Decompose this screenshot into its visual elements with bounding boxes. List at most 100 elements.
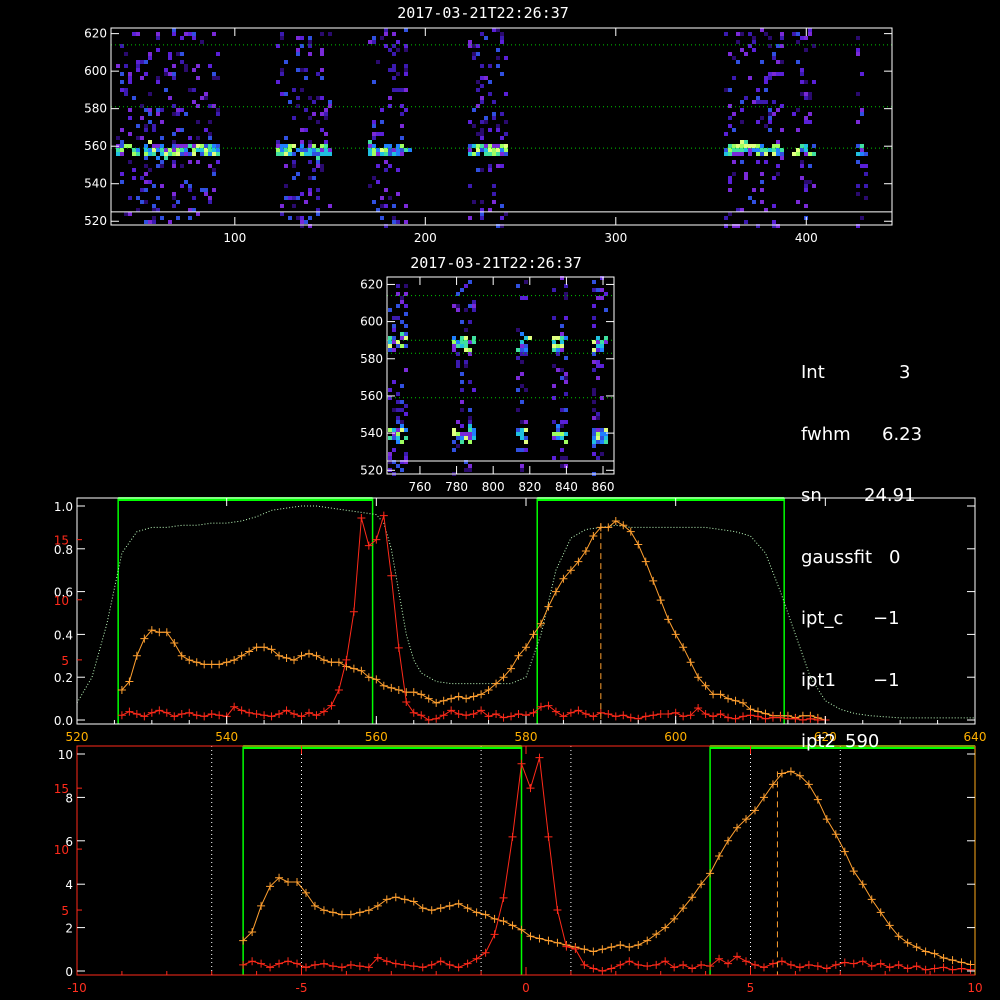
heatmap-cell <box>400 424 404 428</box>
orange-series-point <box>656 596 665 605</box>
heatmap-cell <box>560 376 564 380</box>
red-series-point <box>656 709 665 718</box>
heatmap-cell <box>404 332 408 336</box>
info-value: 6.23 <box>882 423 923 445</box>
heatmap-cell <box>472 388 476 392</box>
heatmap-cell <box>772 148 776 152</box>
heatmap-cell <box>752 40 756 44</box>
info-key: ipt_c <box>801 608 844 629</box>
heatmap-cell <box>772 176 776 180</box>
orange-series-point <box>337 910 346 919</box>
heatmap-cell <box>164 148 168 152</box>
heatmap-cell <box>140 60 144 64</box>
heatmap-cell <box>396 48 400 52</box>
heatmap-cell <box>596 412 600 416</box>
heatmap-cell <box>744 144 748 148</box>
heatmap-cell <box>592 428 596 432</box>
heatmap-cell <box>404 312 408 316</box>
heatmap-cell <box>556 348 560 352</box>
heatmap-cell <box>764 88 768 92</box>
heatmap-cell <box>144 144 148 148</box>
heatmap-cell <box>192 148 196 152</box>
heatmap-cell <box>176 216 180 220</box>
heatmap-cell <box>864 196 868 200</box>
heatmap-cell <box>736 152 740 156</box>
orange-series-line <box>121 520 826 721</box>
heatmap-cell <box>120 140 124 144</box>
heatmap-cell <box>196 64 200 68</box>
heatmap-cell <box>792 152 796 156</box>
heatmap-cell <box>864 172 868 176</box>
heatmap-cell <box>128 144 132 148</box>
red-series-point <box>661 957 670 966</box>
heatmap-cell <box>128 80 132 84</box>
heatmap-cell <box>196 104 200 108</box>
heatmap-cell <box>396 192 400 196</box>
red-series-point <box>267 712 276 721</box>
heatmap-cell <box>284 92 288 96</box>
heatmap-cell <box>764 208 768 212</box>
heatmap-cell <box>404 204 408 208</box>
heatmap-cell <box>400 112 404 116</box>
heatmap-cell <box>776 152 780 156</box>
heatmap-cell <box>592 452 596 456</box>
red-series-point <box>379 511 388 520</box>
x-tick-label: 780 <box>445 480 468 494</box>
heatmap-cell <box>484 36 488 40</box>
orange-series-point <box>472 908 481 917</box>
heatmap-cell <box>380 204 384 208</box>
x-tick-label: -5 <box>296 981 308 995</box>
heatmap-cell <box>772 204 776 208</box>
orange-series-point <box>912 943 921 952</box>
heatmap-cell <box>216 112 220 116</box>
heatmap-cell <box>740 208 744 212</box>
heatmap-cell <box>400 300 404 304</box>
heatmap-cell <box>212 104 216 108</box>
heatmap-cell <box>204 128 208 132</box>
heatmap-cell <box>812 44 816 48</box>
red-series-point <box>454 709 463 718</box>
heatmap-cell <box>472 200 476 204</box>
red-series-point <box>616 960 625 969</box>
heatmap-cell <box>476 44 480 48</box>
x-tick-label: 620 <box>814 730 837 744</box>
heatmap-cell <box>392 216 396 220</box>
info-value: −1 <box>873 669 900 691</box>
heatmap-cell <box>488 128 492 132</box>
heatmap-cell <box>520 464 524 468</box>
heatmap-cell <box>124 88 128 92</box>
orange-series-point <box>634 940 643 949</box>
red-series-point <box>140 712 149 721</box>
orange-series-point <box>463 904 472 913</box>
fit-info-panel: Int 3 fwhm 6.23 sn 24.91 gaussfit 0 ipt_c −1 … <box>801 322 922 773</box>
heatmap-cell <box>320 48 324 52</box>
heatmap-cell <box>372 132 376 136</box>
heatmap-cell <box>388 164 392 168</box>
heatmap-cell <box>732 112 736 116</box>
heatmap-cell <box>800 72 804 76</box>
red-series-point <box>536 702 545 711</box>
heatmap-cell <box>476 104 480 108</box>
heatmap-cell <box>396 316 400 320</box>
heatmap-middle-cells <box>388 276 608 476</box>
heatmap-cell <box>768 108 772 112</box>
heatmap-cell <box>460 340 464 344</box>
heatmap-cell <box>288 148 292 152</box>
red-series-point <box>619 711 628 720</box>
heatmap-cell <box>748 196 752 200</box>
orange-series-point <box>544 936 553 945</box>
heatmap-cell <box>148 56 152 60</box>
orange-series-point <box>930 949 939 958</box>
heatmap-cell <box>392 64 396 68</box>
heatmap-cell <box>756 96 760 100</box>
x-tick-label: 300 <box>604 231 627 245</box>
heatmap-cell <box>520 400 524 404</box>
heatmap-cell <box>600 452 604 456</box>
heatmap-cell <box>516 284 520 288</box>
heatmap-cell <box>304 108 308 112</box>
heatmap-cell <box>128 72 132 76</box>
info-key: ipt2 <box>801 731 836 752</box>
info-key: sn <box>801 485 822 506</box>
heatmap-cell <box>456 360 460 364</box>
heatmap-cell <box>392 348 396 352</box>
